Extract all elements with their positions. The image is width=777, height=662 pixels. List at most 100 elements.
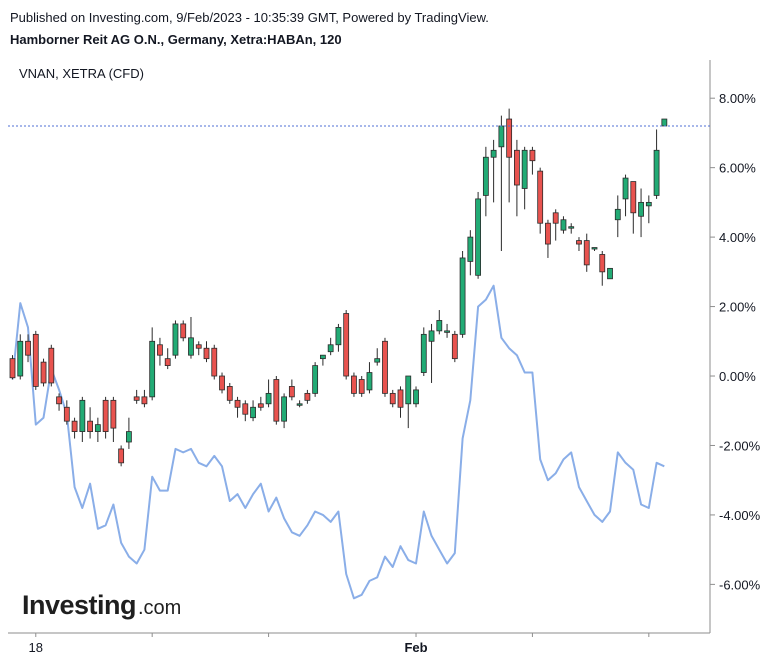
y-tick-label: -6.00% (719, 577, 761, 592)
candle-body (126, 431, 132, 443)
candle-body (234, 399, 241, 408)
candle-body (451, 333, 458, 360)
candle-body (296, 403, 303, 406)
candle-body (102, 399, 109, 432)
candle-down (87, 407, 93, 439)
candle-body (319, 354, 326, 360)
candle-body (467, 236, 474, 262)
candle-body (591, 247, 598, 250)
candle-body (482, 156, 489, 196)
compare-series-label: VNAN, XETRA (CFD) (19, 66, 144, 81)
candle-up (413, 386, 419, 408)
candle-body (94, 424, 101, 432)
candle-body (358, 379, 365, 394)
candle-body (40, 361, 47, 384)
y-tick-label: 6.00% (719, 161, 756, 176)
candle-body (25, 340, 31, 356)
candle-body (63, 406, 70, 422)
candle-body (661, 118, 668, 127)
candle-down (382, 337, 388, 397)
candle-down (389, 389, 396, 408)
candle-up (482, 146, 489, 217)
candle-body (490, 149, 497, 158)
candle-body (141, 396, 148, 405)
candle-body (405, 375, 412, 405)
candle-up (188, 316, 194, 359)
candle-up (126, 417, 132, 449)
logo-suffix: .com (138, 597, 181, 619)
candle-up (521, 146, 528, 210)
candle-body (475, 198, 482, 276)
candle-body (118, 448, 125, 464)
candle-up (475, 191, 482, 279)
y-tick-label: 2.00% (719, 300, 756, 315)
candle-down (63, 400, 70, 425)
candle-body (242, 403, 249, 415)
y-tick-label: -4.00% (719, 508, 761, 523)
candle-up (560, 216, 567, 234)
candle-up (79, 396, 86, 442)
candle-down (599, 251, 606, 286)
candle-body (374, 358, 381, 363)
candle-body (413, 389, 419, 405)
candle-up (296, 400, 303, 408)
candle-down (242, 400, 249, 422)
y-tick-label: 0.00% (719, 369, 756, 384)
candle-up (312, 362, 319, 397)
candle-body (257, 403, 264, 408)
candle-down (118, 445, 125, 467)
candle-down (234, 396, 241, 418)
candle-body (366, 372, 373, 391)
candle-down (545, 219, 551, 258)
candle-body (622, 177, 629, 200)
candle-down (102, 396, 109, 439)
candle-body (614, 208, 621, 221)
candle-body (304, 392, 311, 401)
y-tick-label: 8.00% (719, 91, 756, 106)
candle-body (226, 386, 233, 401)
candle-body (110, 399, 117, 429)
candle-body (343, 313, 350, 377)
candle-down (451, 330, 458, 363)
candle-down (32, 330, 39, 390)
logo-text: Investing (22, 590, 136, 620)
candle-down (288, 379, 295, 401)
candle-up (467, 230, 474, 276)
candle-body (529, 149, 536, 162)
candle-body (157, 344, 163, 356)
candle-body (498, 125, 505, 148)
candle-down (133, 389, 140, 404)
candle-body (638, 201, 644, 217)
candle-down (164, 348, 171, 370)
candle-up (436, 310, 443, 335)
candle-down (630, 181, 637, 234)
candle-down (343, 310, 350, 380)
candle-body (195, 344, 202, 349)
candle-body (630, 181, 637, 214)
candle-down (203, 341, 210, 363)
candle-down (226, 382, 233, 404)
candle-body (219, 375, 225, 391)
candlestick-series (9, 108, 668, 467)
candle-body (568, 226, 575, 229)
candle-body (288, 386, 295, 398)
candle-up (661, 118, 668, 127)
candle-down (537, 167, 544, 234)
candle-down (157, 337, 163, 366)
candle-body (17, 340, 24, 377)
candle-body (560, 219, 567, 231)
candle-up (172, 320, 179, 359)
candle-down (25, 334, 31, 363)
candle-up (490, 139, 497, 203)
candle-body (71, 420, 78, 432)
candle-up (607, 267, 613, 280)
candle-down (529, 146, 536, 175)
candle-body (459, 257, 466, 335)
candle-up (428, 323, 435, 383)
candle-body (436, 320, 443, 332)
x-tick-label: 18 (29, 640, 43, 655)
candle-body (389, 392, 396, 405)
candle-body (180, 323, 187, 339)
candle-body (250, 406, 256, 419)
